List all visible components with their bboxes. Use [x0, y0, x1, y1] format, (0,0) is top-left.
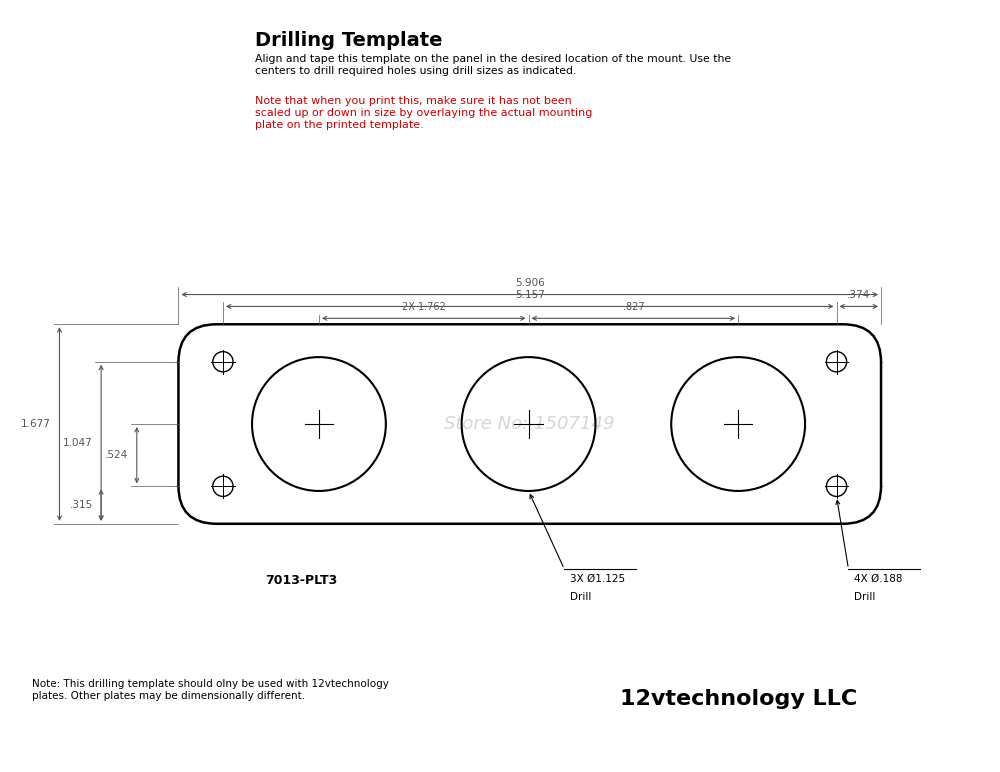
- Text: Drilling Template: Drilling Template: [255, 31, 442, 50]
- Text: 1.047: 1.047: [63, 438, 93, 448]
- Text: 1.677: 1.677: [21, 419, 51, 429]
- Text: Align and tape this template on the panel in the desired location of the mount. : Align and tape this template on the pane…: [255, 54, 731, 76]
- Text: Drill: Drill: [854, 591, 876, 601]
- Text: .827: .827: [623, 302, 644, 312]
- Text: Note: This drilling template should olny be used with 12vtechnology
plates. Othe: Note: This drilling template should olny…: [32, 679, 389, 701]
- Text: .524: .524: [105, 450, 128, 460]
- Text: .374: .374: [847, 290, 870, 300]
- Text: 2X 1.762: 2X 1.762: [402, 302, 446, 312]
- Text: Drill: Drill: [570, 591, 592, 601]
- Text: 5.906: 5.906: [515, 278, 545, 288]
- Text: Note that when you print this, make sure it has not been
scaled up or down in si: Note that when you print this, make sure…: [255, 96, 592, 130]
- Text: Store No: 1507149: Store No: 1507149: [444, 415, 615, 433]
- Text: 12vtechnology LLC: 12vtechnology LLC: [620, 689, 857, 709]
- Text: .315: .315: [70, 500, 93, 510]
- FancyBboxPatch shape: [178, 324, 881, 523]
- Text: 7013-PLT3: 7013-PLT3: [265, 574, 337, 587]
- Text: 5.157: 5.157: [515, 290, 545, 300]
- Text: 3X Ø1.125: 3X Ø1.125: [570, 574, 625, 584]
- Text: 4X Ø.188: 4X Ø.188: [854, 574, 903, 584]
